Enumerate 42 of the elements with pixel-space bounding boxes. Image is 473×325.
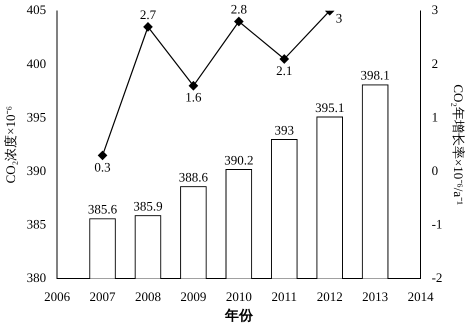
x-tick-label: 2012: [316, 288, 343, 304]
data-label: 385.9: [133, 198, 163, 214]
data-label: 0.3: [94, 159, 111, 174]
y-axis-title: CO₂浓度×10⁻⁶: [3, 106, 18, 184]
x-axis-title: 年份: [224, 308, 254, 324]
y2-tick-label: -2: [432, 270, 442, 286]
x-tick-label: 2009: [180, 288, 206, 304]
y-tick-label: 390: [26, 162, 46, 178]
data-label: 393: [274, 122, 294, 138]
y-tick-label: 400: [26, 56, 46, 71]
point: [280, 54, 289, 64]
y-tick-label: 380: [26, 270, 46, 286]
data-label: 2.7: [140, 6, 157, 22]
y-tick-label: 385: [26, 216, 46, 232]
data-label: 2.1: [276, 62, 292, 78]
x-tick-label: 2007: [90, 288, 116, 304]
y-tick-label: 405: [26, 2, 46, 18]
y2-tick-label: 3: [432, 2, 438, 18]
x-tick-label: 2006: [44, 288, 71, 304]
data-label: 2.8: [230, 1, 247, 16]
data-label: 388.6: [178, 169, 209, 184]
y2-tick-label: 2: [432, 56, 438, 71]
x-tick-label: 2013: [362, 288, 388, 304]
x-tick-label: 2014: [408, 288, 434, 304]
x-tick-label: 2008: [134, 288, 161, 304]
data-label: 395.1: [315, 100, 344, 115]
data-label: 390.2: [224, 152, 254, 168]
point: [234, 16, 244, 26]
data-label: 3: [336, 10, 342, 26]
data-label: 385.6: [88, 202, 118, 217]
y-tick-label: 395: [26, 109, 46, 124]
x-tick-label: 2010: [226, 288, 252, 304]
point: [98, 150, 108, 160]
data-label: 1.6: [185, 90, 202, 105]
y2-tick-label: 0: [432, 162, 438, 178]
y2-tick-label: -1: [432, 216, 442, 232]
data-label: 398.1: [360, 68, 390, 83]
x-tick-label: 2011: [272, 288, 298, 304]
point: [188, 81, 198, 90]
y2-tick-label: 1: [432, 109, 438, 124]
point: [143, 22, 153, 32]
y2-axis-title: CO₂年增长率×10⁻⁶/a⁻¹: [450, 84, 466, 206]
